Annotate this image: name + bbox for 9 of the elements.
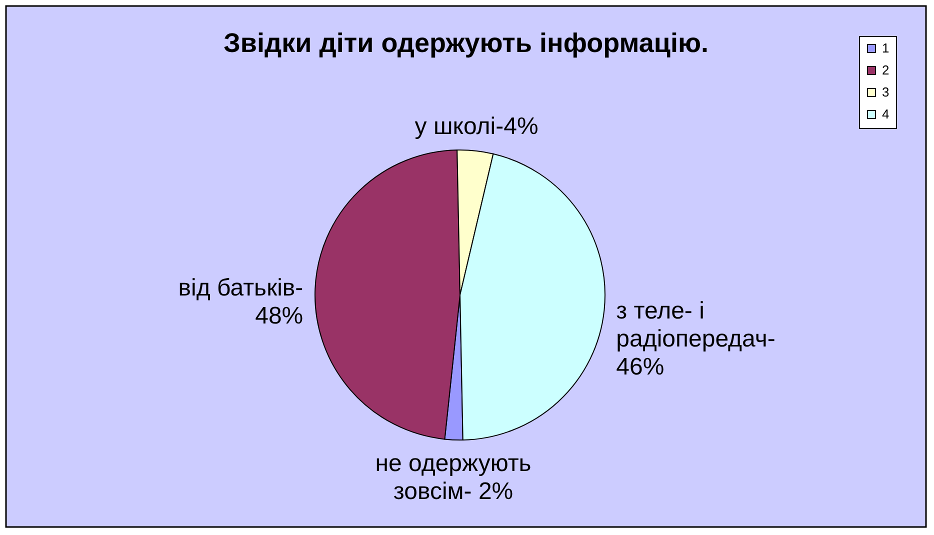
- data-label: від батьків-48%: [178, 274, 304, 330]
- legend-label: 2: [882, 62, 890, 78]
- data-label: з теле- і радіопередач-46%: [616, 298, 776, 381]
- legend-label: 4: [882, 106, 890, 122]
- legend-label: 1: [882, 40, 890, 56]
- data-label: не одержують зовсім- 2%: [375, 450, 532, 505]
- chart-title: Звідки діти одержують інформацію.: [223, 28, 709, 58]
- data-label: у школі-4%: [414, 112, 538, 140]
- legend-label: 3: [882, 84, 890, 100]
